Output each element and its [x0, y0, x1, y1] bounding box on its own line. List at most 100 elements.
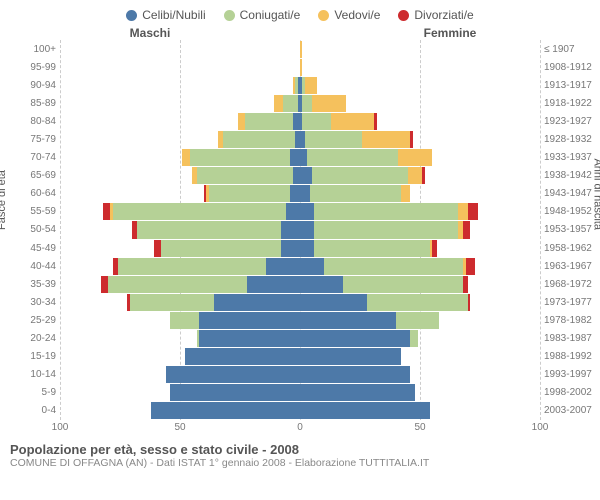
birth-label: 1973-1977 — [544, 293, 600, 311]
bar-row — [300, 167, 540, 185]
bar-row — [60, 366, 300, 384]
age-label: 40-44 — [0, 257, 56, 275]
bar-segment — [300, 240, 314, 257]
bar-segment — [468, 294, 470, 311]
bar-segment — [293, 167, 300, 184]
bar-segment — [300, 312, 396, 329]
bar-row — [60, 149, 300, 167]
bar-segment — [154, 240, 161, 257]
bar-segment — [151, 402, 300, 419]
birth-label: 2003-2007 — [544, 402, 600, 420]
bar-segment — [422, 167, 424, 184]
bar-segment — [170, 312, 199, 329]
bar-segment — [185, 348, 300, 365]
bar-row — [300, 366, 540, 384]
bar-segment — [300, 384, 415, 401]
age-label: 15-19 — [0, 348, 56, 366]
bar-row — [300, 149, 540, 167]
bar-segment — [197, 167, 293, 184]
bar-segment — [314, 240, 429, 257]
bar-segment — [302, 95, 312, 112]
bar-segment — [182, 149, 189, 166]
chart-subtitle: COMUNE DI OFFAGNA (AN) - Dati ISTAT 1° g… — [10, 457, 590, 469]
bar-row — [60, 384, 300, 402]
bar-row — [60, 94, 300, 112]
age-label: 5-9 — [0, 384, 56, 402]
bar-row — [300, 384, 540, 402]
bar-segment — [209, 185, 291, 202]
bar-row — [60, 167, 300, 185]
birth-label: 1958-1962 — [544, 239, 600, 257]
bar-row — [60, 221, 300, 239]
bar-segment — [137, 221, 281, 238]
bar-segment — [300, 366, 410, 383]
age-label: 70-74 — [0, 149, 56, 167]
bar-segment — [408, 167, 422, 184]
bar-segment — [300, 203, 314, 220]
birth-label: 1968-1972 — [544, 275, 600, 293]
bar-segment — [300, 402, 430, 419]
bar-segment — [367, 294, 468, 311]
bar-segment — [300, 348, 401, 365]
bar-segment — [274, 95, 284, 112]
bar-segment — [130, 294, 214, 311]
bar-segment — [463, 221, 470, 238]
bar-segment — [398, 149, 432, 166]
bar-segment — [300, 294, 367, 311]
bar-row — [300, 40, 540, 58]
bar-row — [60, 130, 300, 148]
bar-row — [60, 348, 300, 366]
bar-segment — [305, 77, 317, 94]
bar-segment — [103, 203, 110, 220]
age-label: 60-64 — [0, 185, 56, 203]
bar-row — [300, 257, 540, 275]
footer: Popolazione per età, sesso e stato civil… — [0, 436, 600, 469]
bar-row — [60, 112, 300, 130]
bar-segment — [190, 149, 291, 166]
bar-row — [300, 185, 540, 203]
x-axis: 050100 50100 — [0, 422, 600, 436]
bar-segment — [170, 384, 300, 401]
birth-label: 1963-1967 — [544, 257, 600, 275]
birth-label: 1983-1987 — [544, 330, 600, 348]
bar-segment — [302, 113, 331, 130]
plot-area — [60, 40, 540, 420]
bar-segment — [300, 221, 314, 238]
bar-row — [60, 330, 300, 348]
age-label: 10-14 — [0, 366, 56, 384]
legend-label: Celibi/Nubili — [142, 8, 205, 22]
bar-row — [300, 130, 540, 148]
bar-row — [60, 293, 300, 311]
bar-row — [60, 185, 300, 203]
birth-label: 1928-1932 — [544, 130, 600, 148]
bar-row — [60, 239, 300, 257]
bar-row — [300, 275, 540, 293]
xtick: 100 — [532, 422, 549, 433]
age-label: 45-49 — [0, 239, 56, 257]
bar-segment — [300, 149, 307, 166]
age-label: 95-99 — [0, 58, 56, 76]
legend-item: Divorziati/e — [398, 8, 473, 22]
age-label: 55-59 — [0, 203, 56, 221]
birth-label: 1988-1992 — [544, 348, 600, 366]
header-female: Femmine — [300, 26, 540, 40]
bar-segment — [463, 276, 468, 293]
bar-segment — [290, 185, 300, 202]
bar-segment — [410, 131, 412, 148]
bar-segment — [458, 203, 468, 220]
legend-item: Vedovi/e — [318, 8, 380, 22]
bar-segment — [300, 59, 302, 76]
chart-title: Popolazione per età, sesso e stato civil… — [10, 442, 590, 457]
bar-segment — [374, 113, 376, 130]
bar-segment — [300, 330, 410, 347]
bar-segment — [223, 131, 295, 148]
bar-row — [300, 203, 540, 221]
bar-row — [60, 311, 300, 329]
bar-segment — [245, 113, 293, 130]
bar-segment — [238, 113, 245, 130]
age-label: 0-4 — [0, 402, 56, 420]
legend-swatch — [224, 10, 235, 21]
age-label: 65-69 — [0, 167, 56, 185]
bar-segment — [362, 131, 410, 148]
legend: Celibi/NubiliConiugati/eVedovi/eDivorzia… — [0, 0, 600, 26]
